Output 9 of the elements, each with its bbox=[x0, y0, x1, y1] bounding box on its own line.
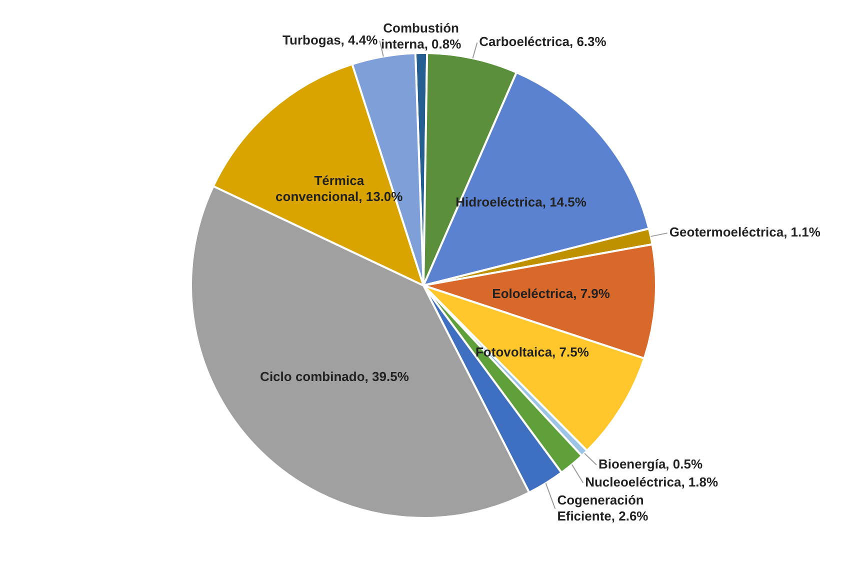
slice-label: Bioenergía, 0.5% bbox=[598, 456, 703, 472]
slice-label: Geotermoeléctrica, 1.1% bbox=[669, 224, 821, 240]
slice-label: Ciclo combinado, 39.5% bbox=[260, 368, 410, 384]
slice-label: Nucleoeléctrica, 1.8% bbox=[585, 474, 718, 490]
slice-label: Carboeléctrica, 6.3% bbox=[479, 34, 607, 50]
slice-label: Combustión interna, 0.8% bbox=[380, 20, 462, 52]
slice-label: Turbogas, 4.4% bbox=[282, 32, 378, 48]
slice-label: Cogeneración Eficiente, 2.6% bbox=[557, 492, 649, 524]
slice-label: Eoloeléctrica, 7.9% bbox=[492, 286, 610, 302]
